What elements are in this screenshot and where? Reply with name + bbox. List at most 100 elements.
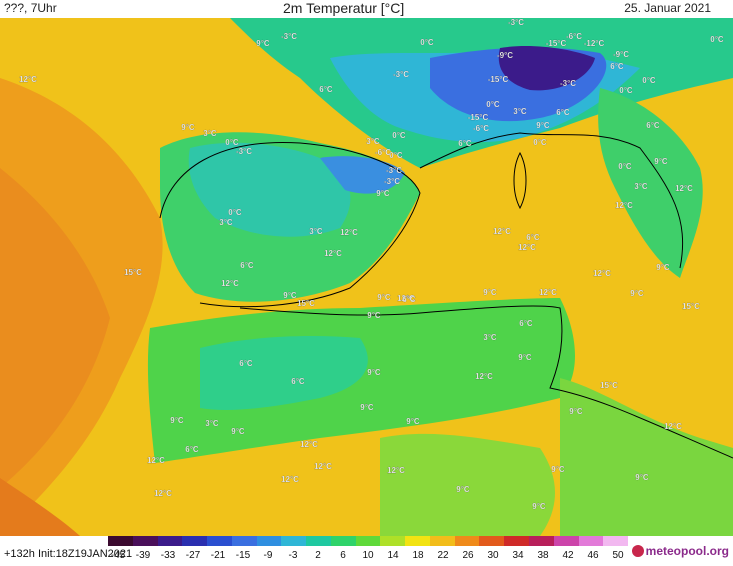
temperature-label: 3°C [309, 227, 323, 236]
europe-coastline [419, 132, 684, 269]
temperature-label: 6°C [319, 85, 333, 94]
colorbar-tick-label: -39 [135, 550, 151, 561]
temperature-label: 9°C [170, 416, 184, 425]
temperature-label: 12°C [281, 475, 299, 484]
temperature-label: 0°C [642, 76, 656, 85]
temperature-label: 9°C [518, 353, 532, 362]
colorbar-tick-label: 46 [587, 550, 599, 561]
colorbar-tick-label: -9 [263, 550, 273, 561]
temperature-label: 0°C [618, 162, 632, 171]
temperature-label: 3°C [366, 137, 380, 146]
temperature-label: -3°C [384, 177, 400, 186]
colorbar-tick-label: 42 [562, 550, 574, 561]
temperature-label: 0°C [389, 151, 403, 160]
temperature-label: 3°C [219, 218, 233, 227]
colorbar-segment [207, 536, 232, 546]
colorbar-segment [306, 536, 331, 546]
temperature-label: 0°C [392, 131, 406, 140]
temperature-label: 0°C [533, 138, 547, 147]
temperature-label: 3°C [634, 182, 648, 191]
meteopool-logo-icon [631, 545, 644, 557]
temperature-label: 12°C [147, 456, 165, 465]
atlantic-warmer-zone [0, 168, 110, 488]
temperature-label: 9°C [456, 485, 470, 494]
run-info: +132h Init:18Z19JAN2021 [4, 548, 133, 560]
colorbar-segment [603, 536, 629, 546]
africa-coastline [239, 305, 733, 459]
temperature-label: 6°C [519, 319, 533, 328]
colorbar-tick-label: 18 [412, 550, 424, 561]
colorbar-tick-label: -15 [235, 550, 251, 561]
temperature-label: 12°C [387, 466, 405, 475]
temperature-label: 6°C [239, 359, 253, 368]
temperature-label: 9°C [367, 368, 381, 377]
map-title: 2m Temperatur [°C] [283, 0, 405, 16]
colorbar-segment [355, 536, 381, 546]
alps-extreme-cold-zone [498, 46, 595, 91]
pyrenees-cold-zone [320, 156, 405, 194]
colorbar [108, 536, 629, 546]
colorbar-tick-label: 26 [462, 550, 474, 561]
temperature-label: -12°C [584, 39, 605, 48]
colorbar-segment [330, 536, 356, 546]
temperature-label: 0°C [225, 138, 239, 147]
temperature-label: 9°C [569, 407, 583, 416]
temperature-label: 9°C [532, 502, 546, 511]
temperature-label: 15°C [124, 268, 142, 277]
temperature-label: 9°C [635, 473, 649, 482]
footer: -45 -39 -33 -27 -21 -15 -9 -3 2 6 10 14 18 22 26 30 34 38… [0, 536, 733, 566]
temperature-label: 0°C [228, 208, 242, 217]
temperature-label: 0°C [420, 38, 434, 47]
temperature-label: 12°C [324, 249, 342, 258]
colorbar-segment [578, 536, 604, 546]
colorbar-tick-label: 34 [512, 550, 524, 561]
colorbar-tick-label: -3 [288, 550, 298, 561]
temperature-label: 12°C [664, 422, 682, 431]
temperature-label: 9°C [377, 293, 391, 302]
colorbar-tick-label: 6 [340, 550, 346, 561]
colorbar-segment [405, 536, 430, 546]
temperature-label: -6°C [473, 124, 489, 133]
temperature-label: -6°C [566, 32, 582, 41]
temperature-labels: 9°C-3°C0°C-3°C-6°C-15°C -12°C 0°C12°C6°C-3… [19, 18, 724, 511]
temperature-label: 9°C [283, 291, 297, 300]
temperature-label: 12°C [475, 372, 493, 381]
colorbar-segment [429, 536, 455, 546]
temperature-label: 12°C [19, 75, 37, 84]
atlas-cold-zone [200, 336, 368, 410]
colorbar-tick-label: -27 [185, 550, 201, 561]
temperature-label: 9°C [376, 189, 390, 198]
temperature-label: 12°C [675, 184, 693, 193]
temperature-label: 6°C [646, 121, 660, 130]
temperature-label: 9°C [406, 417, 420, 426]
temperature-label: -3°C [508, 18, 524, 27]
canary-zone [0, 478, 80, 536]
colorbar-tick-label: -21 [210, 550, 226, 561]
temperature-label: -15°C [546, 39, 567, 48]
temperature-label: 12°C [397, 294, 415, 303]
temperature-label: 6°C [526, 233, 540, 242]
temperature-label: -3°C [393, 70, 409, 79]
temperature-label: 12°C [493, 227, 511, 236]
temperature-label: -3°C [281, 32, 297, 41]
temperature-label: 0°C [619, 86, 633, 95]
libya-zone [560, 378, 733, 536]
colorbar-segment [108, 536, 133, 546]
temperature-label: 12°C [615, 201, 633, 210]
temperature-label: 6°C [185, 445, 199, 454]
brand-label: meteopool.org [645, 544, 729, 558]
colorbar-tick-label: 50 [612, 550, 624, 561]
colorbar-segment [157, 536, 183, 546]
temperature-label: 15°C [297, 299, 315, 308]
temperature-label: 15°C [600, 381, 618, 390]
temperature-label: 6°C [240, 261, 254, 270]
temperature-label: 9°C [536, 121, 550, 130]
temperature-label: 3°C [513, 107, 527, 116]
colorbar-segment [182, 536, 208, 546]
brand: meteopool.org [631, 544, 729, 558]
temperature-label: -6°C [375, 148, 391, 157]
colorbar-segment [281, 536, 307, 546]
temperature-label: 9°C [360, 403, 374, 412]
colorbar-segment [454, 536, 480, 546]
temperature-label: -9°C [497, 51, 513, 60]
